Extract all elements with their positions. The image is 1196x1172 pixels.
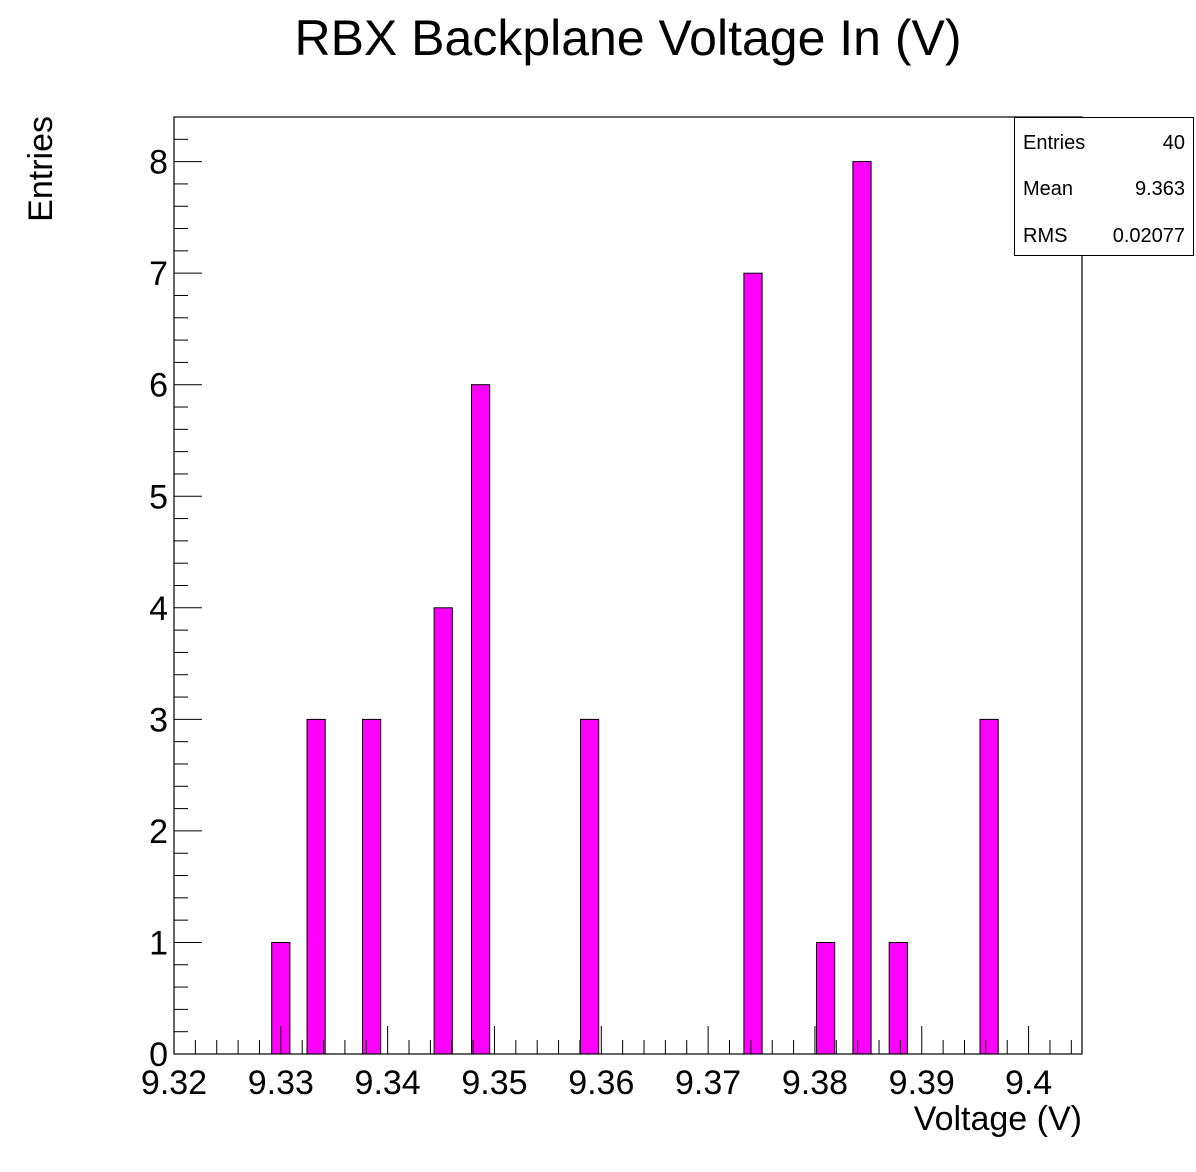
x-tick-label-1: 9.33: [248, 1064, 314, 1102]
bar-5: [580, 718, 600, 1055]
bar-2: [362, 718, 382, 1055]
x-tick-label-2: 9.34: [355, 1064, 421, 1102]
chart-title: RBX Backplane Voltage In (V): [294, 10, 961, 66]
stats-mean-value: 9.363: [1134, 177, 1185, 200]
y-tick-label-8: 8: [149, 144, 168, 182]
y-tick-label-0: 0: [149, 1036, 168, 1074]
y-tick-label-3: 3: [149, 701, 168, 739]
stats-entries-value: 40: [1162, 131, 1185, 154]
y-tick-label-4: 4: [149, 590, 168, 628]
x-tick-label-8: 9.4: [1005, 1064, 1052, 1102]
x-tick-label-3: 9.35: [461, 1064, 527, 1102]
y-tick-label-5: 5: [149, 478, 168, 516]
bar-7: [816, 942, 836, 1055]
stats-row-entries: Entries 40: [1023, 128, 1185, 158]
bar-8: [852, 161, 872, 1055]
bar-3: [433, 607, 453, 1055]
stats-rms-label: RMS: [1023, 224, 1068, 247]
stats-row-mean: Mean 9.363: [1023, 174, 1185, 204]
stats-mean-label: Mean: [1023, 177, 1074, 200]
bar-1: [306, 718, 326, 1055]
bar-10: [979, 718, 999, 1055]
y-tick-label-6: 6: [149, 367, 168, 405]
bar-4: [471, 384, 491, 1055]
x-axis-label: Voltage (V): [914, 1100, 1082, 1138]
y-tick-label-1: 1: [149, 924, 168, 962]
stats-entries-label: Entries: [1023, 131, 1086, 154]
stats-row-rms: RMS 0.02077: [1023, 221, 1185, 251]
x-tick-label-5: 9.37: [675, 1064, 741, 1102]
bar-6: [743, 272, 763, 1055]
x-tick-label-7: 9.39: [889, 1064, 955, 1102]
y-axis-label: Entries: [22, 116, 60, 222]
x-tick-label-6: 9.38: [782, 1064, 848, 1102]
y-tick-label-7: 7: [149, 255, 168, 293]
bar-9: [888, 942, 908, 1055]
x-tick-label-0: 9.32: [141, 1064, 207, 1102]
stats-rms-value: 0.02077: [1112, 224, 1185, 247]
ticks-group: 9.32 9.33 9.34 9.35 9.36 9.37 9.38 9.39 9.4 0 1 2 3 4…: [141, 116, 1072, 1102]
stats-box: Entries 40 Mean 9.363 RMS 0.02077: [1014, 117, 1194, 256]
x-tick-label-4: 9.36: [568, 1064, 634, 1102]
bars-group: [271, 161, 999, 1055]
y-tick-label-2: 2: [149, 813, 168, 851]
